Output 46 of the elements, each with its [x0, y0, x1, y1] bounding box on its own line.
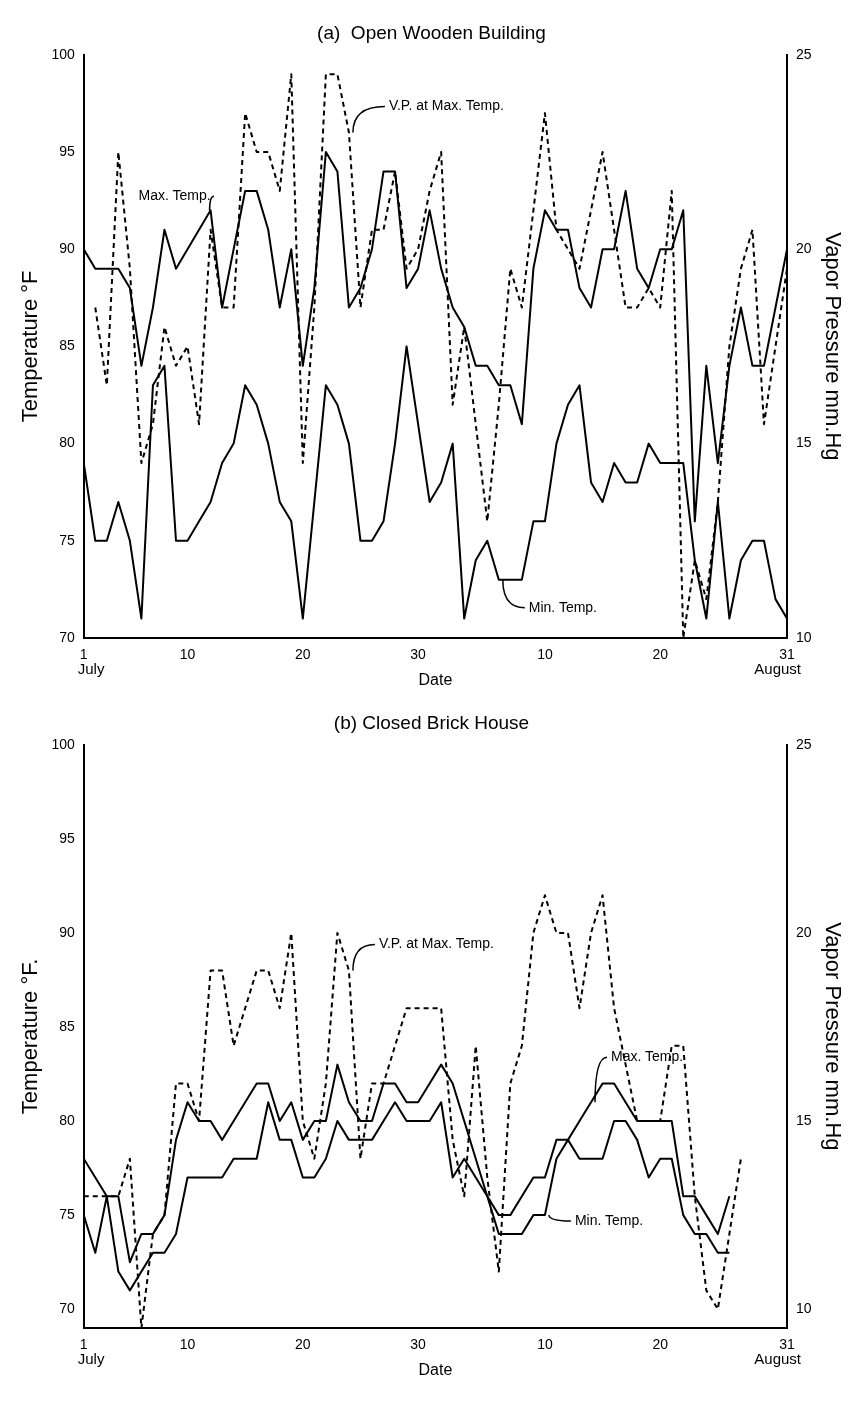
y2-tick-label: 15 [796, 1111, 812, 1128]
x-tick-label: 30 [410, 646, 427, 663]
y2-tick-label: 15 [796, 434, 812, 451]
y-axis-title: Temperature °F [17, 270, 43, 423]
series-label: Min. Temp. [528, 598, 598, 615]
x-tick-label: 10 [179, 646, 196, 663]
y2-tick-label: 25 [796, 735, 812, 752]
text: V.P. at Max. Temp. [388, 97, 504, 114]
text: V.P. at Max. Temp. [378, 935, 494, 952]
y2-tick-label: 25 [796, 45, 812, 62]
x-tick-label: 30 [410, 1336, 427, 1353]
y-axis-title: Temperature °F. [17, 958, 43, 1115]
chart-title: (b) Closed Brick House [333, 711, 530, 733]
x-tick-label: 20 [295, 1336, 311, 1353]
y-tick-label: 70 [59, 628, 75, 645]
legend-label: Min. Temp. [574, 1211, 644, 1228]
y2-tick-label: 20 [796, 240, 812, 257]
y-tick-label: 85 [59, 337, 75, 354]
y-tick-label: 100 [51, 45, 75, 62]
chart-title: (a) Open Wooden Building [317, 21, 546, 43]
y2-axis-title: Vapor Pressure mm.Hg [820, 232, 846, 461]
y2-tick-label: 10 [796, 1300, 812, 1317]
x-axis-title: Date [418, 1360, 453, 1378]
x-tick-label: 10 [537, 1336, 553, 1353]
y-tick-label: 75 [59, 531, 75, 548]
x-tick-label: 20 [652, 1336, 669, 1353]
y-tick-label: 90 [59, 923, 75, 940]
y-tick-label: 95 [59, 142, 75, 159]
y-tick-label: 95 [59, 829, 75, 846]
x-tick-label: 20 [652, 646, 669, 663]
legend-label: Max. Temp. [138, 187, 211, 204]
y2-tick-label: 10 [796, 628, 812, 645]
y-tick-label: 80 [59, 1111, 75, 1128]
y-tick-label: 100 [51, 735, 75, 752]
x-tick-label: 20 [295, 646, 311, 663]
x-tick-label: 10 [537, 646, 553, 663]
y-tick-label: 80 [59, 434, 75, 451]
x-axis-title: Date [418, 670, 453, 688]
y2-axis-title: Vapor Pressure mm.Hg [820, 922, 846, 1151]
y-tick-label: 90 [59, 240, 75, 257]
y-tick-label: 70 [59, 1300, 75, 1317]
x-tick-label: 10 [179, 1336, 196, 1353]
y-tick-label: 85 [59, 1017, 75, 1034]
series-label: Max. Temp. [611, 1048, 684, 1065]
y-tick-label: 75 [59, 1205, 75, 1222]
y2-tick-label: 20 [796, 923, 812, 940]
